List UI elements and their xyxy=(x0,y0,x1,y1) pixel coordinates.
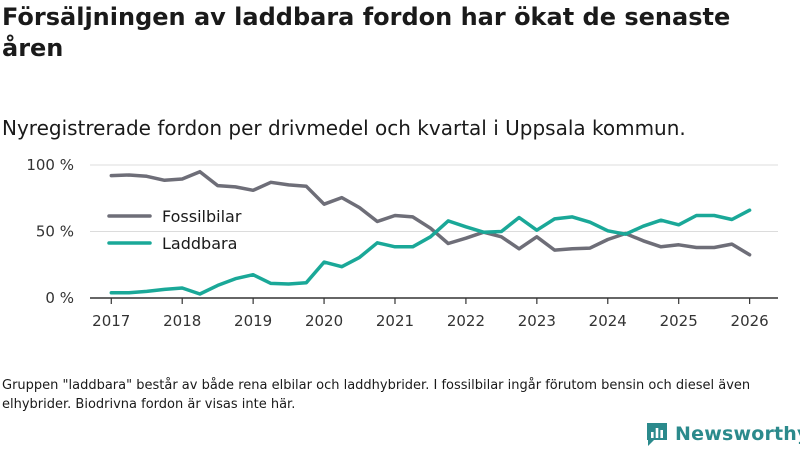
y-tick-label: 50 % xyxy=(36,223,74,241)
x-tick-label: 2021 xyxy=(376,312,414,330)
chart-subtitle: Nyregistrerade fordon per drivmedel och … xyxy=(2,116,686,140)
axes: 0 % 50 % 100 % 2017 2018 2019 2020 2021 2022 2023… xyxy=(26,156,778,330)
x-tick-label: 2022 xyxy=(447,312,485,330)
series-lines xyxy=(109,169,752,296)
newsworthy-logo-icon xyxy=(647,423,667,446)
x-tick-label: 2017 xyxy=(92,312,130,330)
legend-label-laddbara: Laddbara xyxy=(162,234,237,253)
y-tick-label: 0 % xyxy=(45,289,74,307)
x-tick-label: 2023 xyxy=(518,312,556,330)
x-tick-label: 2020 xyxy=(305,312,343,330)
legend: Fossilbilar Laddbara xyxy=(107,207,242,253)
x-tick-label: 2024 xyxy=(589,312,627,330)
brand-logo: Newsworthy xyxy=(645,421,800,447)
footnote: Gruppen "laddbara" består av både rena e… xyxy=(2,378,751,412)
series-line-fossilbilar xyxy=(109,169,752,257)
brand-name: Newsworthy xyxy=(675,423,800,445)
x-tick-label: 2019 xyxy=(234,312,272,330)
x-tick-label: 2018 xyxy=(163,312,201,330)
y-tick-label: 100 % xyxy=(26,156,74,174)
x-tick-label: 2025 xyxy=(660,312,698,330)
x-tick-label: 2026 xyxy=(731,312,769,330)
chart-title: Försäljningen av laddbara fordon har öka… xyxy=(2,3,731,62)
series-line-laddbara xyxy=(109,208,752,296)
legend-label-fossilbilar: Fossilbilar xyxy=(162,207,242,226)
